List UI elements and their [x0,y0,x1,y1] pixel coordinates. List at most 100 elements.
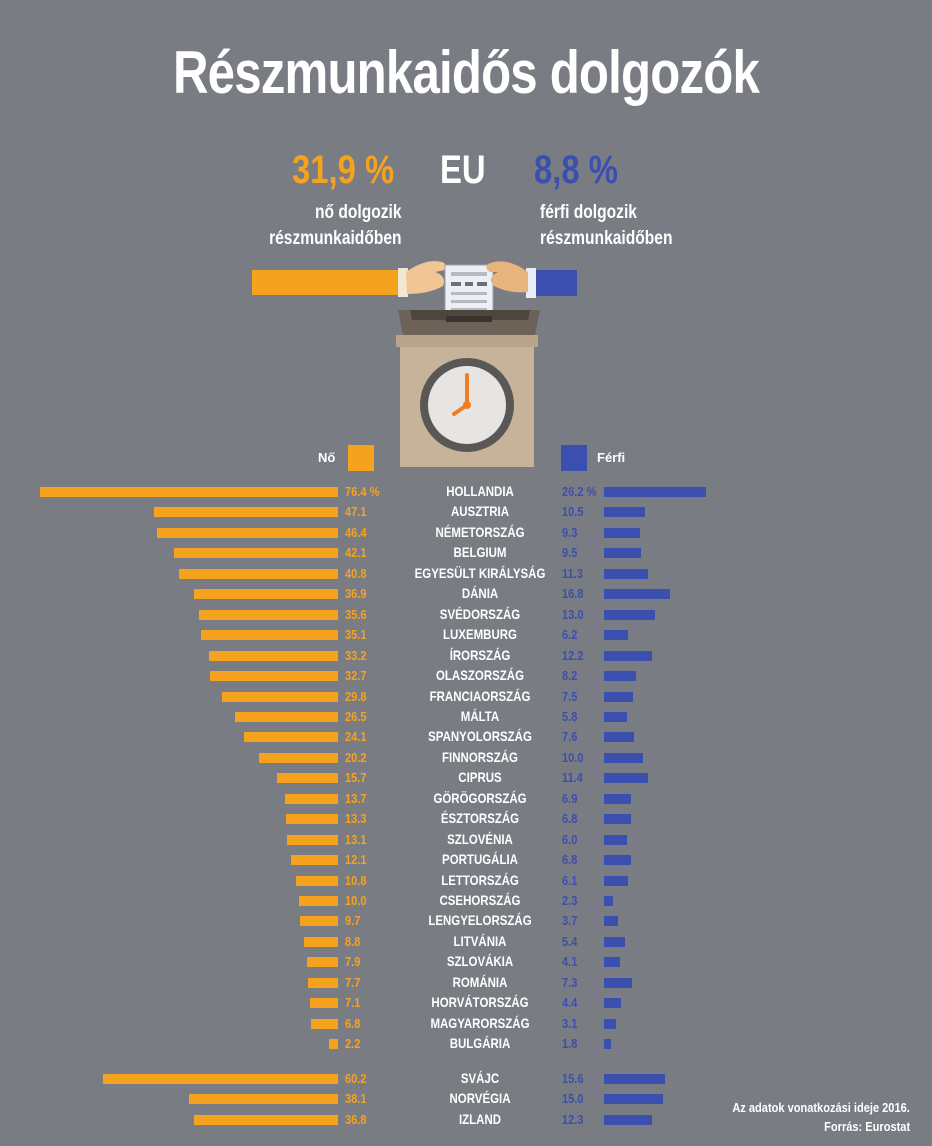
value-label-women: 6.8 [345,1015,361,1031]
bar-men [604,936,626,947]
value-label-men: 4.4 [562,995,578,1011]
eu-label: EU [440,148,486,192]
value-label-men: 5.4 [562,933,578,949]
country-label: DÁNIA [461,585,499,602]
country-label: FINNORSZÁG [442,748,518,765]
value-label-men: 5.8 [562,708,578,724]
bar-women [178,568,338,579]
bar-women [208,650,338,661]
woman-arm-icon [252,261,446,297]
value-label-men: 11.3 [562,565,583,581]
country-label: HOLLANDIA [446,483,514,499]
bar-men [604,1018,617,1029]
bar-women [40,487,338,497]
value-label-women: 60.2 [345,1070,367,1086]
women-desc-line2: részmunkaidőben [269,228,402,249]
men-eu-percentage: 8,8 % [534,148,618,192]
legend-swatch-men [561,445,587,471]
value-label-men: 10.0 [562,749,584,765]
ballot-box-clock-illustration [252,261,577,467]
value-label-men: 15.0 [562,1091,584,1107]
country-label: CIPRUS [458,769,502,786]
bar-men [604,896,613,906]
value-label-men: 12.3 [562,1111,584,1127]
country-label: GÖRÖGORSZÁG [433,789,527,806]
bar-women [299,896,338,906]
footnote-source: Forrás: Eurostat [824,1119,910,1134]
bar-women [329,1039,338,1050]
value-label-women: 26.5 [345,708,367,724]
country-label: MAGYARORSZÁG [430,1014,530,1031]
value-label-women: 46.4 [345,524,367,540]
value-label-men: 6.2 [562,627,578,643]
value-label-men: 1.8 [562,1036,578,1052]
bar-men [604,834,628,845]
bar-men [604,752,643,763]
bar-men [604,1073,665,1084]
country-label: OLASZORSZÁG [435,667,525,684]
bar-men [604,568,649,579]
value-label-men: 15.6 [562,1070,584,1086]
value-label-men: 3.1 [562,1015,578,1031]
bar-men [604,732,634,743]
bar-women [201,630,338,641]
bar-men [604,773,649,784]
legend-label-women: Nő [318,450,336,465]
women-description: nő dolgozik részmunkaidőben [270,200,402,252]
men-desc-line2: részmunkaidőben [540,228,673,249]
value-label-men: 6.1 [562,872,578,888]
bar-women [286,834,338,845]
value-label-women: 42.1 [345,545,367,561]
country-label: SPANYOLORSZÁG [428,728,532,745]
bar-women [307,957,338,968]
bar-men [604,793,631,804]
women-desc-line1: nő dolgozik [315,202,402,223]
man-arm-icon [486,261,577,298]
bar-women [307,977,338,988]
value-label-women: 24.1 [345,729,367,745]
value-label-men: 11.4 [562,770,583,786]
country-label: LENGYELORSZÁG [428,912,532,929]
country-label: SZLOVÉNIA [447,830,513,847]
clock-icon [420,358,514,452]
page-title: Részmunkaidős dolgozók [172,39,760,106]
country-label: PORTUGÁLIA [442,851,518,868]
bar-women [310,998,338,1009]
bar-women [234,711,338,722]
value-label-men: 4.1 [562,954,578,970]
value-label-women: 7.9 [345,954,361,970]
bar-men [604,650,652,661]
country-label: HORVÁTORSZÁG [431,994,529,1011]
bar-men [604,855,631,866]
value-label-men: 12.2 [562,647,584,663]
value-label-women: 47.1 [345,504,367,520]
bar-women [157,527,338,538]
bar-women [300,916,338,927]
bar-women [276,773,338,784]
value-label-women: 40.8 [345,565,367,581]
value-label-men: 7.3 [562,974,578,990]
value-label-women: 10.0 [345,893,367,908]
value-label-women: 13.7 [345,790,367,806]
bar-men [604,691,634,702]
bar-men [604,548,642,559]
bar-men [604,1114,652,1125]
country-label: NÉMETORSZÁG [435,523,525,540]
value-label-men: 6.8 [562,852,578,868]
country-label: BELGIUM [453,544,507,561]
value-label-men: 2.3 [562,893,578,908]
bar-women [303,936,338,947]
bar-women [259,752,338,763]
value-label-men: 26.2 % [562,484,597,499]
country-label: AUSZTRIA [450,503,510,520]
value-label-men: 7.6 [562,729,578,745]
value-label-men: 8.2 [562,668,578,684]
value-label-women: 15.7 [345,770,367,786]
bar-women [286,814,338,825]
country-label: ÉSZTORSZÁG [440,810,520,827]
value-label-women: 8.8 [345,933,361,949]
value-label-women: 29.8 [345,688,367,704]
bar-women [194,589,338,600]
bar-women [194,1114,338,1125]
value-label-women: 9.7 [345,913,361,929]
